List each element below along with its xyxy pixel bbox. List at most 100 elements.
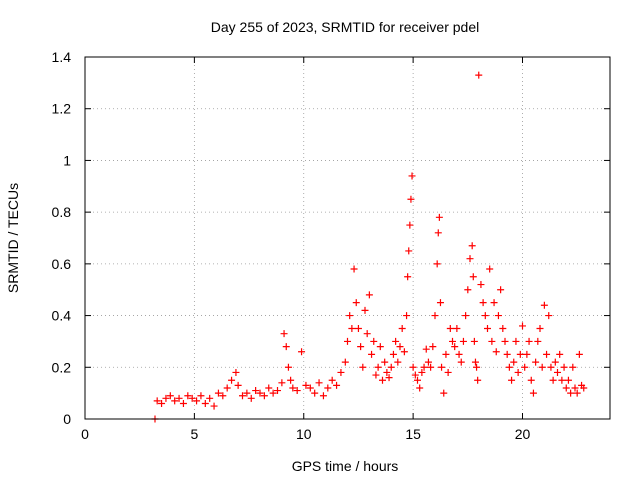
data-point: [269, 389, 277, 397]
data-point: [416, 384, 424, 392]
data-point: [508, 376, 516, 384]
data-point: [278, 379, 286, 387]
data-point: [379, 376, 386, 384]
data-point: [525, 337, 533, 345]
data-point: [365, 291, 373, 299]
y-tick-label: 0.2: [52, 359, 72, 375]
data-point: [162, 394, 170, 402]
data-point: [223, 384, 231, 392]
data-point: [575, 350, 583, 358]
data-point: [481, 312, 489, 320]
y-tick-label: 1.2: [52, 101, 72, 117]
data-point: [354, 325, 362, 332]
data-point: [435, 213, 443, 221]
data-point: [403, 312, 411, 320]
data-point: [166, 392, 174, 400]
data-point: [184, 392, 192, 400]
data-point: [171, 397, 179, 405]
data-point: [153, 397, 161, 405]
data-point: [311, 389, 319, 397]
data-point: [523, 350, 531, 358]
data-point: [289, 384, 297, 392]
y-tick-label: 0.6: [52, 256, 72, 272]
data-point: [488, 337, 496, 345]
data-point: [381, 358, 389, 366]
data-point: [385, 374, 393, 382]
data-point: [497, 286, 505, 294]
data-point: [406, 221, 414, 229]
data-point: [400, 348, 408, 356]
data-point: [503, 350, 511, 358]
y-tick-label: 0: [63, 411, 71, 427]
data-point: [346, 312, 354, 320]
data-point: [569, 363, 577, 371]
data-point: [298, 348, 306, 356]
data-point: [418, 368, 426, 376]
data-point: [529, 389, 537, 397]
data-point: [389, 350, 397, 358]
x-tick-label: 0: [81, 426, 89, 442]
data-point: [197, 392, 205, 400]
data-point: [179, 399, 187, 407]
data-point: [361, 306, 369, 314]
data-point: [429, 343, 437, 351]
data-point: [540, 301, 548, 309]
data-point: [337, 368, 345, 376]
data-point: [479, 299, 487, 307]
data-point: [499, 325, 507, 332]
data-point: [387, 363, 395, 371]
data-point: [396, 343, 404, 351]
data-point: [562, 384, 570, 392]
data-point: [411, 371, 419, 379]
y-axis-label: SRMTID / TECUs: [5, 183, 21, 293]
data-point: [455, 350, 463, 358]
data-point: [260, 392, 268, 400]
data-point: [408, 172, 416, 180]
data-point: [328, 376, 336, 384]
data-point: [462, 312, 470, 320]
data-point: [477, 281, 485, 289]
data-point: [567, 389, 575, 397]
y-tick-label: 1: [63, 152, 71, 168]
data-point: [333, 381, 341, 389]
data-point: [580, 384, 588, 392]
data-point: [359, 363, 367, 371]
data-point: [350, 265, 358, 273]
data-point: [573, 389, 581, 397]
data-point: [214, 389, 222, 397]
data-point: [392, 337, 400, 345]
data-point: [265, 384, 273, 392]
data-point: [449, 337, 456, 345]
data-point: [457, 358, 465, 366]
data-point: [510, 358, 518, 366]
data-point: [370, 337, 378, 345]
data-point: [219, 392, 227, 400]
data-point: [374, 363, 382, 371]
data-point: [352, 299, 360, 307]
data-point: [287, 376, 295, 384]
data-point: [315, 379, 323, 387]
data-point: [234, 381, 242, 389]
data-point: [514, 368, 522, 376]
x-axis-label: GPS time / hours: [292, 458, 399, 474]
data-point: [368, 350, 376, 358]
data-point: [252, 387, 260, 395]
data-point: [407, 195, 415, 203]
data-point: [554, 368, 561, 376]
data-point: [424, 358, 432, 366]
data-point: [536, 325, 544, 332]
data-point: [521, 363, 529, 371]
data-point: [239, 392, 246, 400]
data-point: [471, 358, 479, 366]
data-point: [501, 337, 509, 345]
data-point: [549, 376, 557, 384]
data-point: [459, 337, 467, 345]
data-point: [527, 376, 535, 384]
data-point: [247, 394, 255, 402]
data-point: [464, 286, 472, 294]
data-point: [228, 376, 236, 384]
data-point: [394, 358, 402, 366]
data-point: [532, 358, 540, 366]
data-point: [490, 299, 498, 307]
